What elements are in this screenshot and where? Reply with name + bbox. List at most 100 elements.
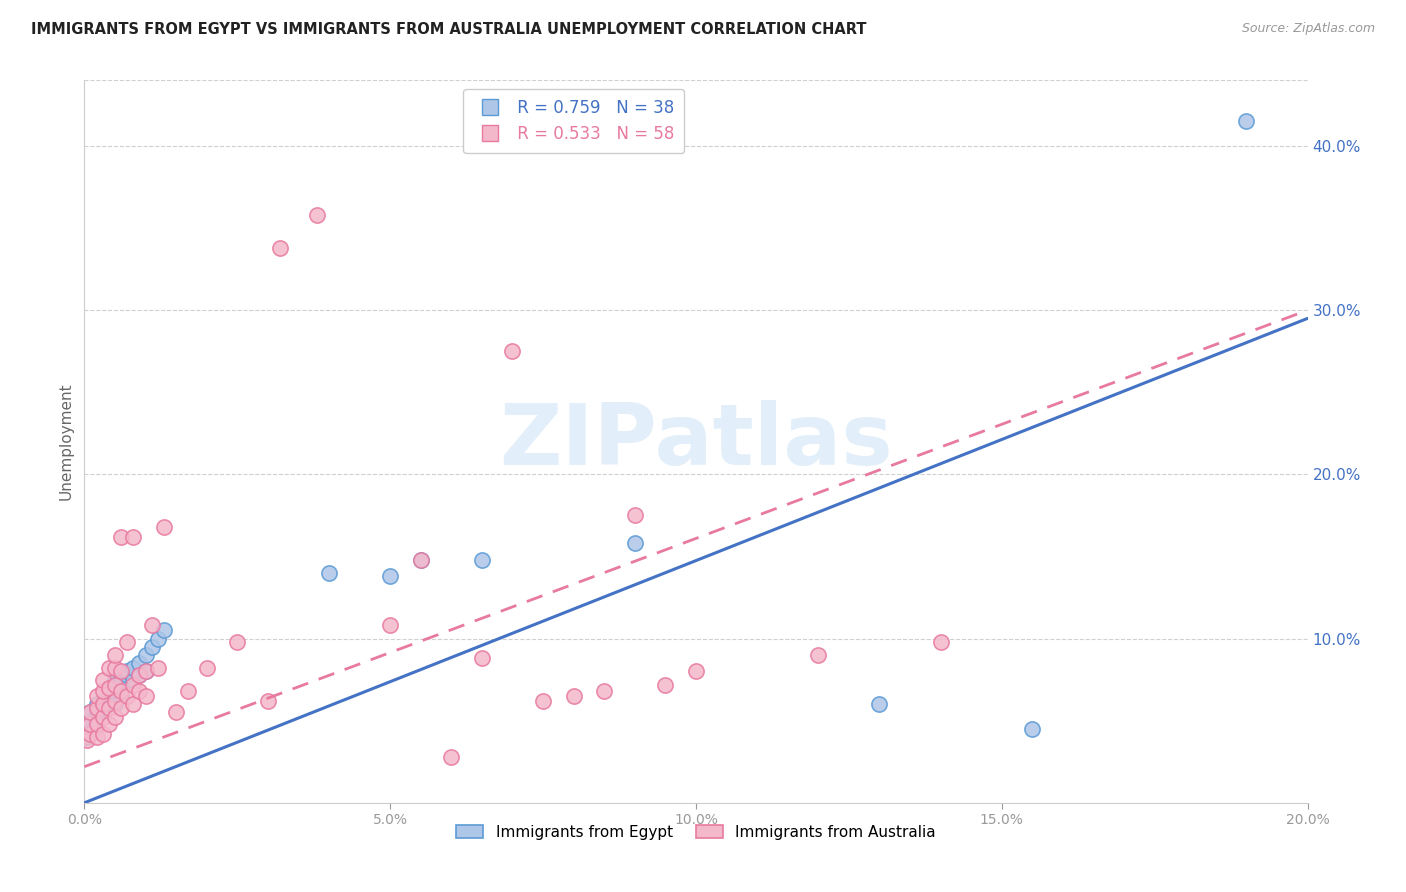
Point: [104, 661, 127, 675]
Point: [86, 689, 108, 703]
Point: [141, 618, 163, 632]
Point: [115, 689, 138, 703]
Point: [91, 727, 114, 741]
Point: [807, 648, 830, 662]
Point: [624, 508, 647, 523]
Point: [79, 714, 101, 728]
Point: [135, 689, 157, 703]
Point: [122, 673, 145, 687]
Point: [79, 717, 101, 731]
Point: [195, 661, 218, 675]
Point: [531, 694, 554, 708]
Point: [91, 673, 114, 687]
Point: [869, 698, 891, 712]
Point: [409, 553, 432, 567]
Point: [76, 730, 98, 744]
Point: [104, 684, 127, 698]
Point: [1236, 114, 1258, 128]
Point: [104, 698, 127, 712]
Y-axis label: Unemployment: Unemployment: [58, 383, 73, 500]
Point: [104, 694, 127, 708]
Point: [104, 673, 127, 687]
Point: [269, 241, 291, 255]
Point: [91, 706, 114, 720]
Point: [86, 730, 108, 744]
Point: [79, 706, 101, 720]
Point: [624, 536, 647, 550]
Point: [122, 698, 145, 712]
Point: [104, 648, 127, 662]
Point: [97, 698, 120, 712]
Point: [110, 684, 132, 698]
Point: [141, 640, 163, 654]
Point: [83, 722, 105, 736]
Point: [471, 553, 494, 567]
Point: [91, 700, 114, 714]
Point: [86, 717, 108, 731]
Point: [97, 689, 120, 703]
Point: [86, 698, 108, 712]
Point: [110, 665, 132, 679]
Point: [146, 661, 169, 675]
Point: [86, 706, 108, 720]
Point: [165, 706, 187, 720]
Point: [97, 700, 120, 714]
Point: [562, 689, 585, 703]
Point: [135, 665, 157, 679]
Point: [128, 657, 150, 671]
Point: [685, 665, 707, 679]
Text: IMMIGRANTS FROM EGYPT VS IMMIGRANTS FROM AUSTRALIA UNEMPLOYMENT CORRELATION CHAR: IMMIGRANTS FROM EGYPT VS IMMIGRANTS FROM…: [31, 22, 866, 37]
Point: [97, 661, 120, 675]
Point: [226, 635, 249, 649]
Point: [654, 677, 676, 691]
Point: [380, 569, 402, 583]
Point: [153, 624, 176, 638]
Point: [79, 727, 101, 741]
Point: [91, 694, 114, 708]
Point: [91, 698, 114, 712]
Point: [153, 520, 176, 534]
Point: [128, 684, 150, 698]
Point: [128, 667, 150, 681]
Point: [76, 733, 98, 747]
Point: [97, 717, 120, 731]
Text: Source: ZipAtlas.com: Source: ZipAtlas.com: [1241, 22, 1375, 36]
Point: [115, 635, 138, 649]
Point: [1021, 722, 1043, 736]
Point: [257, 694, 280, 708]
Text: ZIPatlas: ZIPatlas: [499, 400, 893, 483]
Point: [104, 710, 127, 724]
Point: [318, 566, 340, 580]
Point: [91, 710, 114, 724]
Point: [115, 665, 138, 679]
Point: [135, 648, 157, 662]
Point: [86, 717, 108, 731]
Point: [502, 344, 524, 359]
Point: [146, 632, 169, 646]
Point: [110, 530, 132, 544]
Point: [122, 677, 145, 691]
Point: [97, 681, 120, 695]
Point: [110, 673, 132, 687]
Point: [440, 749, 463, 764]
Point: [135, 665, 157, 679]
Point: [97, 681, 120, 695]
Point: [380, 618, 402, 632]
Point: [77, 714, 100, 728]
Point: [128, 667, 150, 681]
Point: [110, 700, 132, 714]
Point: [86, 700, 108, 714]
Point: [409, 553, 432, 567]
Point: [115, 667, 138, 681]
Point: [79, 706, 101, 720]
Point: [122, 661, 145, 675]
Point: [471, 651, 494, 665]
Point: [91, 684, 114, 698]
Point: [104, 677, 127, 691]
Point: [122, 530, 145, 544]
Point: [177, 684, 200, 698]
Legend: Immigrants from Egypt, Immigrants from Australia: Immigrants from Egypt, Immigrants from A…: [450, 819, 942, 846]
Point: [593, 684, 616, 698]
Point: [929, 635, 952, 649]
Point: [305, 208, 328, 222]
